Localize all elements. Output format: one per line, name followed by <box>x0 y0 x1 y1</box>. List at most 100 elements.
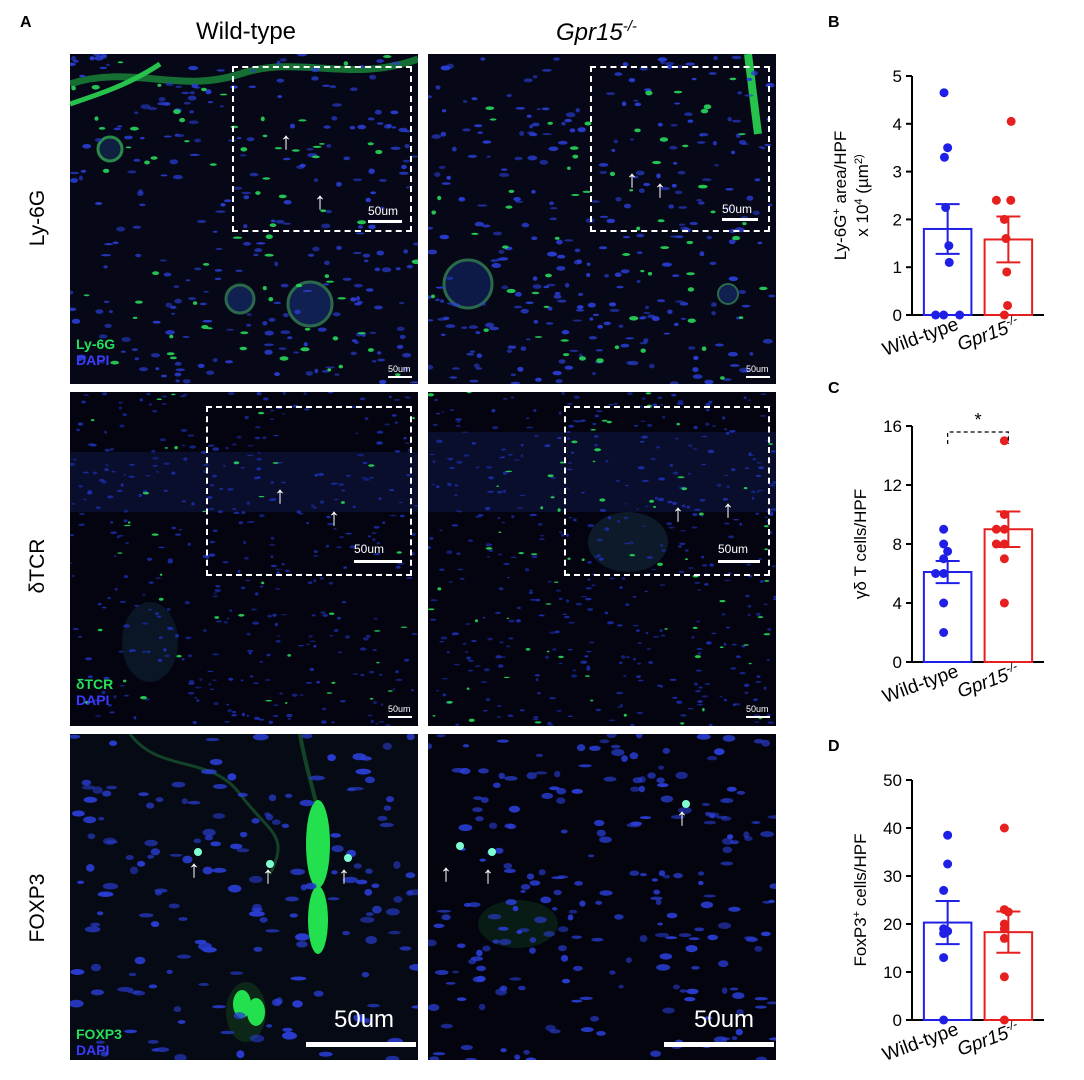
nucleus <box>438 568 445 571</box>
nucleus <box>728 906 741 912</box>
nucleus <box>494 611 502 614</box>
nucleus <box>456 943 466 949</box>
nucleus <box>594 819 605 827</box>
nucleus <box>428 95 433 99</box>
nucleus <box>595 708 602 712</box>
nucleus <box>360 647 367 651</box>
nucleus <box>374 267 381 272</box>
nucleus <box>695 669 702 672</box>
nucleus <box>618 324 624 328</box>
positive-cell <box>291 149 300 152</box>
nucleus <box>701 463 706 466</box>
nucleus <box>446 457 454 460</box>
tissue-image <box>428 734 776 1060</box>
nucleus <box>736 1009 744 1015</box>
nucleus <box>736 655 741 658</box>
nucleus <box>311 504 315 508</box>
nucleus <box>680 317 687 320</box>
nucleus <box>515 619 521 623</box>
nucleus <box>723 579 731 582</box>
nucleus <box>585 597 592 601</box>
nucleus <box>270 418 274 420</box>
scalebar-label: 50um <box>368 204 399 218</box>
nucleus <box>435 298 440 302</box>
nucleus <box>446 276 454 280</box>
nucleus <box>314 473 318 477</box>
nucleus <box>657 684 661 687</box>
nucleus <box>678 223 686 226</box>
nucleus <box>70 171 80 175</box>
nucleus <box>90 989 104 996</box>
nucleus <box>102 790 112 797</box>
nucleus <box>435 970 449 975</box>
nucleus <box>209 688 215 690</box>
nucleus <box>619 661 623 664</box>
nucleus <box>210 841 222 847</box>
nucleus <box>403 249 409 254</box>
nucleus <box>306 521 309 525</box>
positive-cell <box>272 462 279 464</box>
nucleus <box>87 833 96 840</box>
nucleus <box>456 997 467 1001</box>
nucleus <box>103 265 108 269</box>
scalebar <box>368 220 402 223</box>
nucleus <box>389 514 397 517</box>
nucleus <box>458 824 473 832</box>
positive-cell <box>184 140 190 143</box>
nucleus <box>637 642 642 644</box>
nucleus <box>161 374 167 378</box>
nucleus <box>673 872 683 879</box>
nucleus <box>698 871 705 876</box>
nucleus <box>172 174 183 180</box>
nucleus <box>446 302 456 305</box>
nucleus <box>503 868 516 873</box>
nucleus <box>243 540 247 545</box>
nucleus <box>352 252 362 254</box>
nucleus <box>755 1056 768 1060</box>
nucleus <box>174 361 182 366</box>
nucleus <box>229 609 233 612</box>
positive-cell <box>240 147 248 152</box>
nucleus <box>449 409 455 411</box>
nucleus <box>157 615 162 618</box>
nucleus <box>765 82 775 88</box>
nucleus <box>499 641 504 644</box>
nucleus <box>107 495 114 499</box>
positive-cell <box>579 356 586 361</box>
nucleus <box>580 1027 594 1033</box>
positive-cell <box>582 190 592 193</box>
positive-cell <box>687 287 695 292</box>
nucleus <box>440 65 451 71</box>
nucleus <box>553 889 562 896</box>
nucleus <box>441 914 451 921</box>
nucleus <box>258 514 265 518</box>
nucleus <box>523 1049 530 1055</box>
nucleus <box>82 471 89 474</box>
nucleus <box>355 232 365 235</box>
positive-cell <box>534 721 542 724</box>
nucleus <box>152 409 158 413</box>
nucleus <box>381 267 392 273</box>
y-tick-label: 10 <box>883 963 902 982</box>
nucleus <box>177 1020 186 1024</box>
nucleus <box>270 564 277 568</box>
nucleus <box>627 392 633 395</box>
nucleus <box>369 74 377 80</box>
nucleus <box>309 775 325 781</box>
nucleus <box>608 302 617 307</box>
nucleus <box>148 106 158 111</box>
nucleus <box>378 721 385 723</box>
nucleus <box>429 453 435 456</box>
nucleus <box>568 424 575 428</box>
nucleus <box>323 283 330 286</box>
nucleus <box>685 62 695 66</box>
nucleus <box>137 191 144 197</box>
nucleus <box>238 521 244 525</box>
nucleus <box>202 629 207 632</box>
nucleus <box>451 146 457 152</box>
nucleus <box>235 269 243 272</box>
nucleus <box>171 471 176 475</box>
nucleus <box>657 497 665 502</box>
nucleus <box>213 702 219 705</box>
positive-cell <box>653 505 657 508</box>
